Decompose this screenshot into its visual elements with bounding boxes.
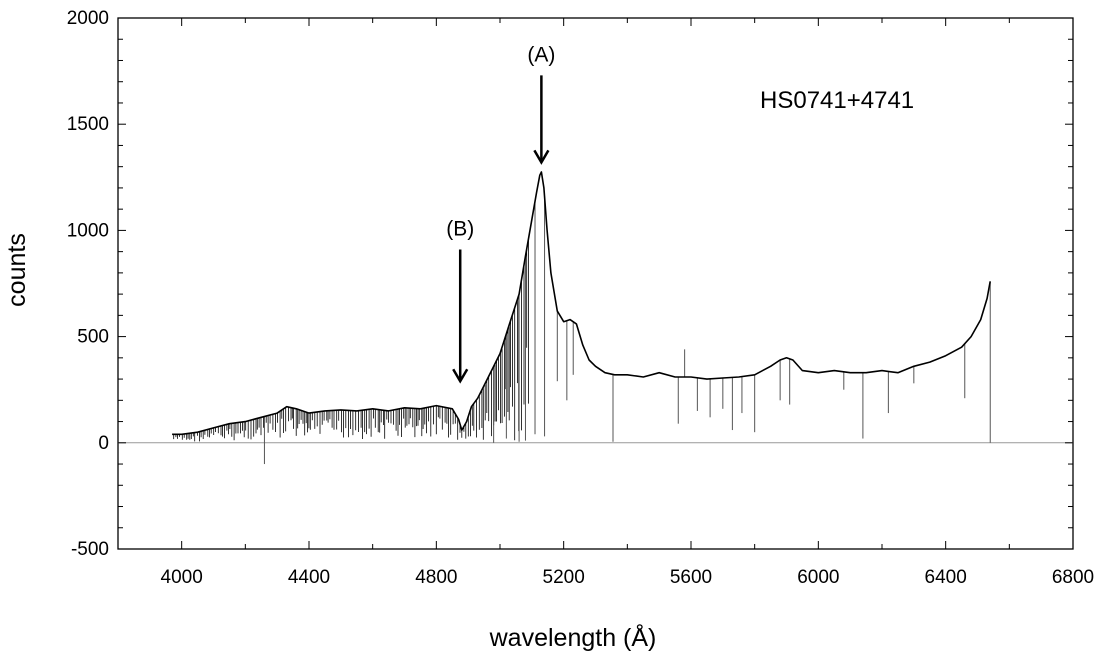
object-label: HS0741+4741 — [760, 87, 914, 114]
absorption-lines — [263, 196, 991, 465]
spectrum-line — [172, 171, 991, 436]
y-tick-label: 1000 — [67, 220, 109, 241]
x-tick-label: 6800 — [1052, 567, 1094, 588]
absorption-texture — [173, 238, 529, 442]
x-tick-label: 4000 — [161, 567, 203, 588]
y-tick-label: 0 — [98, 433, 109, 454]
x-tick-label: 4400 — [288, 567, 330, 588]
arrow-head — [533, 149, 550, 165]
arrow-head — [452, 368, 469, 384]
plot-frame — [117, 17, 1074, 550]
x-tick-label: 5600 — [670, 567, 712, 588]
plot-border — [117, 17, 1074, 550]
spectrum-noise — [173, 238, 529, 442]
x-tick-label: 5200 — [543, 567, 585, 588]
y-tick-label: 1500 — [67, 114, 109, 135]
y-tick-label: 500 — [77, 327, 109, 348]
x-tick-label: 6000 — [797, 567, 839, 588]
y-tick-label: 2000 — [67, 8, 109, 29]
annotation-b: (B) — [446, 218, 474, 384]
y-axis-title: counts — [3, 233, 31, 307]
x-tick-labels: 4000 4400 4800 5200 5600 6000 6400 6800 — [161, 567, 1095, 588]
annotation-label: (A) — [527, 43, 555, 66]
x-tick-label: 4800 — [415, 567, 457, 588]
y-tick-labels: -500 0 500 1000 1500 2000 — [67, 8, 109, 560]
series-group — [172, 171, 991, 436]
y-tick-label: -500 — [71, 539, 109, 560]
annotation-label: (B) — [446, 218, 474, 241]
annotations: (A) (B) — [446, 43, 555, 384]
annotation-a: (A) — [527, 43, 555, 165]
x-axis-title: wavelength (Å) — [489, 622, 657, 652]
x-tick-label: 6400 — [925, 567, 967, 588]
axis-ticks — [117, 17, 1074, 550]
